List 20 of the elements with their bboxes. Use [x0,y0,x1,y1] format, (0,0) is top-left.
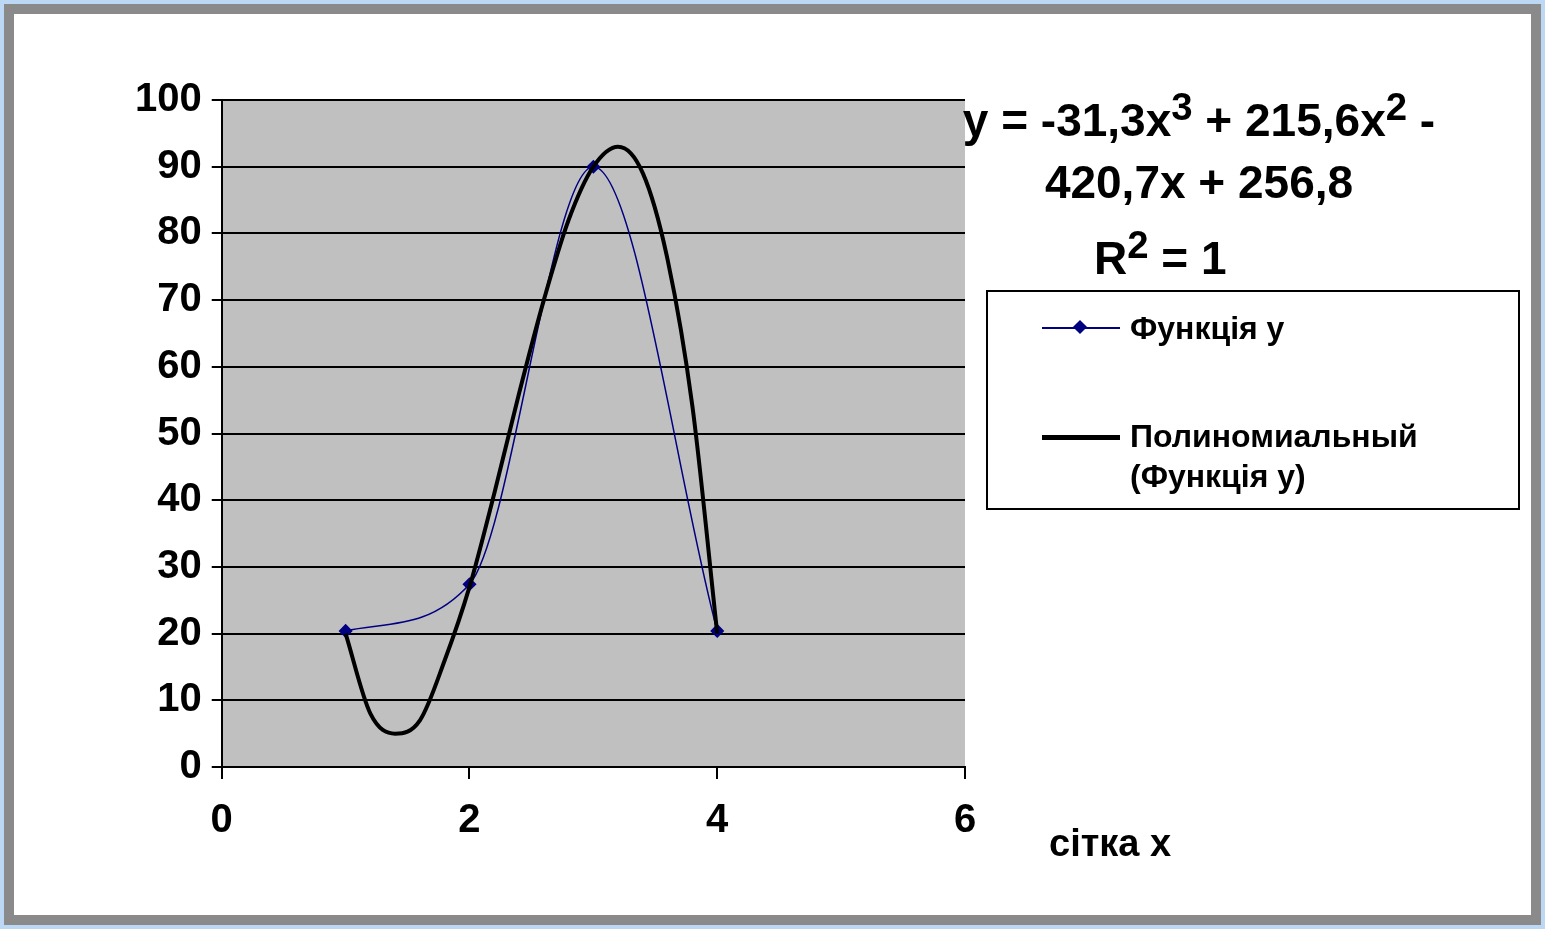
y-tick-label: 90 [157,141,202,186]
legend-label: Функція y [1130,309,1286,348]
y-tick-label: 40 [157,475,202,520]
y-tick-label: 70 [157,275,202,320]
y-tick-label: 0 [179,742,202,787]
x-axis-title: сітка x [1049,822,1172,865]
x-tick-label: 6 [953,796,977,841]
y-tick-label: 80 [157,208,202,253]
legend-label: Полиномиальный (Функція y) [1130,417,1419,496]
y-tick-label: 100 [134,75,202,120]
text: R$^{2}$ = 1 [1094,222,1227,287]
y-tick-label: 30 [157,541,202,586]
y-tick-label: 50 [157,408,202,453]
text: y = -31,3x$^{3}$ + 215,6x$^{2}$ - 420,7x + 256,8 [962,85,1436,209]
y-tick-label: 60 [157,341,202,386]
x-tick-label: 2 [458,796,481,841]
x-tick-label: 0 [210,796,233,841]
y-tick-label: 10 [157,675,202,720]
y-tick-label: 20 [157,608,202,653]
x-tick-label: 4 [706,796,730,841]
